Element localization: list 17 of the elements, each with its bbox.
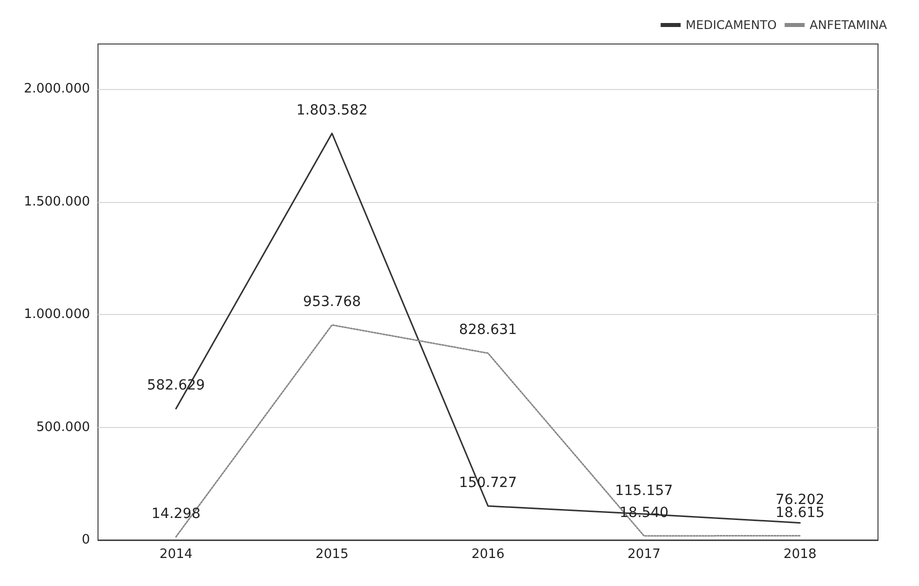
x-tick-label: 2014 [159, 547, 193, 562]
y-tick-label: 1.000.000 [24, 307, 90, 322]
y-tick-label: 1.500.000 [24, 194, 90, 210]
data-label: 14.298 [152, 506, 200, 522]
data-label: 828.631 [459, 322, 517, 338]
x-tick-label: 2018 [783, 547, 817, 562]
y-tick-label: 2.000.000 [24, 82, 90, 97]
y-tick-label: 0 [82, 532, 90, 548]
y-tick-label: 500.000 [36, 420, 90, 435]
data-label: 1.803.582 [296, 102, 368, 118]
legend-label: ANFETAMINA [810, 18, 888, 32]
data-label: 115.157 [615, 483, 673, 500]
data-label: 953.768 [303, 294, 361, 310]
x-tick-label: 2015 [315, 547, 349, 562]
x-tick-label: 2017 [627, 547, 661, 562]
x-tick-label: 2016 [471, 547, 505, 562]
legend-label: MEDICAMENTO [686, 18, 777, 32]
